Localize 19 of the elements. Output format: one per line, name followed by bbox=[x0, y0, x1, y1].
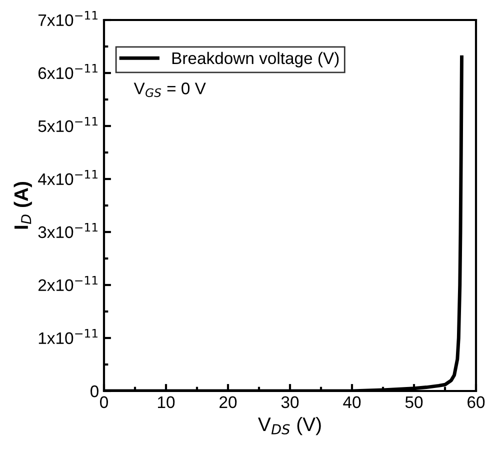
y-tick-label: 2x10$^{−11}$ bbox=[38, 276, 98, 292]
annotation: V$_{GS}$ = 0 V bbox=[134, 82, 206, 98]
y-tick-label: 4x10$^{−11}$ bbox=[38, 170, 98, 186]
y-tick-label: 1x10$^{−11}$ bbox=[38, 329, 98, 344]
x-tick-label: 40 bbox=[343, 396, 361, 408]
y-tick-label: 6x10$^{−11}$ bbox=[38, 64, 98, 80]
x-tick-label: 50 bbox=[405, 396, 423, 408]
y-axis-title: I$_{D}$ (A) bbox=[14, 182, 32, 229]
x-tick-label: 30 bbox=[281, 396, 299, 408]
y-tick-label: 5x10$^{−11}$ bbox=[38, 117, 98, 132]
x-tick-label: 10 bbox=[158, 396, 175, 408]
x-tick-label: 60 bbox=[468, 396, 485, 408]
x-axis-title: V$_{DS}$ (V) bbox=[258, 416, 321, 436]
y-tick-label: 7x10$^{−11}$ bbox=[38, 11, 98, 26]
legend-label: Breakdown voltage (V) bbox=[172, 52, 339, 68]
x-tick-label: 20 bbox=[220, 396, 237, 408]
y-tick-label: 3x10$^{−11}$ bbox=[38, 223, 98, 238]
x-tick-label: 0 bbox=[100, 396, 108, 408]
y-tick-label: 0 bbox=[90, 385, 98, 398]
